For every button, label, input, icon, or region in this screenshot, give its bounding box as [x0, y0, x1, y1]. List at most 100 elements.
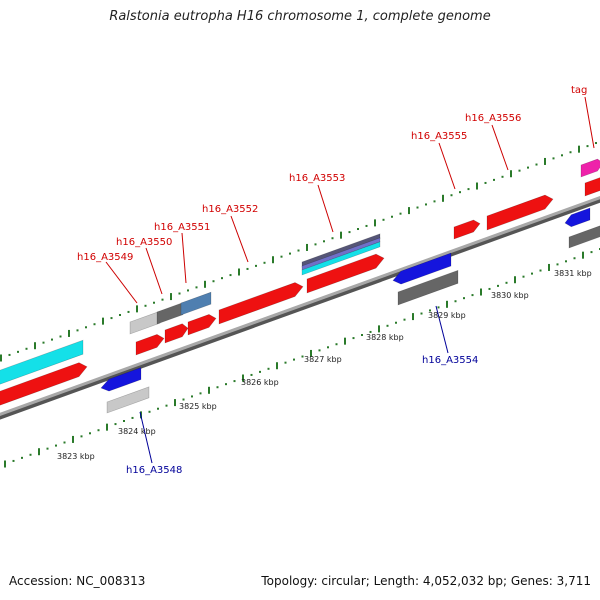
kbp-label: 3828 kbp	[366, 333, 404, 342]
grey-feature	[129, 310, 161, 335]
reverse-tick	[539, 269, 542, 272]
forward-tick	[195, 286, 198, 289]
forward-gene-arrow	[453, 219, 481, 240]
reverse-tick	[63, 441, 66, 444]
leader-line	[435, 305, 449, 354]
reverse-tick	[97, 429, 100, 432]
grey-feature	[106, 386, 150, 414]
forward-tick	[408, 207, 410, 215]
chromosome-backbone	[0, 196, 600, 416]
gene-label-tag[interactable]: tag	[571, 85, 587, 96]
feature-layer	[0, 158, 600, 414]
genome-summary-text: Topology: circular; Length: 4,052,032 bp…	[261, 574, 591, 588]
multi-feature-stripe	[301, 241, 381, 276]
forward-tick	[323, 240, 325, 243]
forward-tick	[102, 317, 104, 325]
forward-tick	[527, 166, 529, 169]
reverse-tick	[446, 300, 448, 308]
reverse-tick	[565, 260, 567, 263]
reverse-tick	[556, 263, 559, 266]
forward-gene-arrow	[486, 194, 554, 231]
forward-gene-arrow	[164, 323, 189, 344]
reverse-tick	[590, 251, 593, 254]
reverse-tick	[463, 297, 465, 300]
forward-tick	[314, 243, 317, 246]
forward-tick	[306, 243, 308, 251]
reverse-tick	[182, 398, 185, 401]
kbp-label: 3829 kbp	[428, 311, 466, 320]
forward-tick	[119, 314, 121, 317]
gene-label-h16-a3548[interactable]: h16_A3548	[126, 465, 182, 476]
reverse-tick	[191, 395, 193, 398]
reverse-tick	[148, 410, 151, 413]
forward-tick	[586, 145, 589, 148]
reverse-tick	[55, 444, 57, 447]
forward-tick	[544, 157, 546, 165]
reverse-tick	[259, 370, 261, 373]
forward-tick	[255, 264, 257, 267]
reverse-tick	[514, 276, 516, 284]
gene-label-h16-a3549[interactable]: h16_A3549	[77, 252, 133, 263]
reverse-tick	[369, 330, 372, 333]
forward-tick	[68, 329, 70, 337]
gene-label-h16-a3550[interactable]: h16_A3550	[116, 237, 172, 248]
forward-tick	[0, 354, 2, 362]
reverse-tick	[242, 374, 244, 382]
forward-tick	[501, 175, 504, 178]
forward-tick	[391, 215, 393, 218]
reverse-tick	[284, 361, 287, 364]
magenta-feature	[580, 158, 600, 178]
forward-tick	[289, 252, 291, 255]
gene-label-h16-a3554[interactable]: h16_A3554	[422, 355, 478, 366]
reverse-tick	[72, 435, 74, 443]
reverse-tick	[4, 460, 6, 468]
forward-gene-arrow	[306, 253, 385, 294]
cyan-feature	[0, 339, 84, 385]
forward-tick	[110, 317, 113, 320]
forward-tick	[433, 200, 436, 203]
reverse-tick	[522, 275, 525, 278]
forward-tick	[374, 219, 376, 227]
forward-tick	[144, 304, 147, 307]
steel-feature	[180, 291, 212, 316]
forward-tick	[170, 293, 172, 301]
gene-label-h16-a3551[interactable]: h16_A3551	[154, 222, 210, 233]
forward-gene-arrow	[584, 177, 600, 197]
reverse-tick	[497, 284, 499, 287]
gene-label-h16-a3555[interactable]: h16_A3555	[411, 131, 467, 142]
forward-tick	[17, 350, 19, 353]
reverse-tick	[480, 288, 482, 296]
forward-tick	[51, 338, 53, 341]
reverse-tick	[548, 263, 550, 271]
reverse-tick	[573, 257, 576, 260]
reverse-tick	[505, 281, 508, 284]
map-title: Ralstonia eutropha H16 chromosome 1, com…	[109, 9, 491, 24]
forward-tick	[510, 170, 512, 178]
forward-tick	[161, 298, 164, 301]
forward-gene-arrow	[218, 282, 304, 325]
reverse-tick	[386, 324, 389, 327]
reverse-tick	[352, 337, 355, 340]
reverse-tick	[361, 334, 363, 337]
gene-label-h16-a3553[interactable]: h16_A3553	[289, 173, 345, 184]
forward-tick	[484, 181, 487, 184]
dark-feature	[568, 225, 600, 249]
forward-tick	[153, 301, 155, 304]
gene-label-h16-a3556[interactable]: h16_A3556	[465, 113, 521, 124]
reverse-tick	[335, 343, 338, 346]
forward-tick	[399, 212, 402, 215]
forward-tick	[85, 326, 87, 329]
leader-line	[139, 411, 153, 464]
forward-tick	[127, 310, 130, 313]
coordinate-labels: 3823 kbp 3824 kbp 3825 kbp 3826 kbp 3827…	[57, 269, 592, 461]
reverse-tick	[29, 453, 32, 456]
leader-line	[230, 215, 249, 263]
leader-lines	[105, 96, 595, 464]
reverse-tick	[293, 358, 295, 361]
forward-tick	[450, 194, 453, 197]
forward-gene-arrow	[187, 314, 217, 336]
gene-label-h16-a3552[interactable]: h16_A3552	[202, 204, 258, 215]
reverse-tick	[437, 306, 440, 309]
kbp-label: 3830 kbp	[491, 291, 529, 300]
